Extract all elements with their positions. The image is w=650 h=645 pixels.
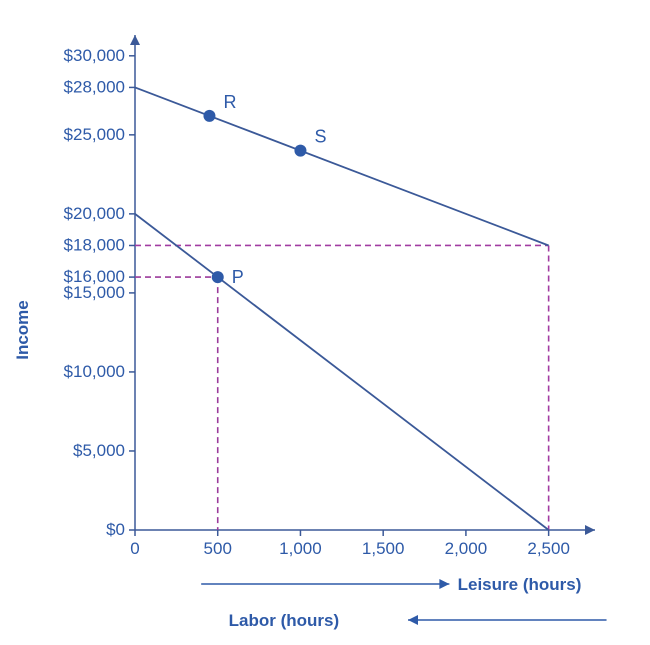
point-label-p: P (232, 267, 244, 287)
y-axis-title: Income (13, 300, 32, 360)
y-tick-label: $18,000 (64, 235, 125, 254)
y-tick-label: $30,000 (64, 46, 125, 65)
point-label-s: S (314, 127, 326, 147)
y-tick-label: $0 (106, 520, 125, 539)
x-tick-label: 2,000 (445, 539, 488, 558)
point-r (203, 110, 215, 122)
x-tick-label: 1,000 (279, 539, 322, 558)
y-tick-label: $25,000 (64, 125, 125, 144)
x-tick-label: 1,500 (362, 539, 405, 558)
y-tick-label: $16,000 (64, 267, 125, 286)
y-tick-label: $28,000 (64, 77, 125, 96)
point-label-r: R (223, 92, 236, 112)
x-tick-label: 0 (130, 539, 139, 558)
upper-budget (135, 87, 549, 245)
y-tick-label: $10,000 (64, 362, 125, 381)
point-s (294, 145, 306, 157)
point-p (212, 271, 224, 283)
leisure-axis-title: Leisure (hours) (458, 575, 582, 594)
y-tick-label: $20,000 (64, 204, 125, 223)
y-tick-label: $5,000 (73, 441, 125, 460)
x-tick-label: 2,500 (527, 539, 570, 558)
budget-constraint-chart: $0$5,000$10,000$15,000$16,000$18,000$20,… (0, 0, 650, 645)
lower-budget (135, 214, 549, 530)
labor-axis-title: Labor (hours) (229, 611, 340, 630)
x-tick-label: 500 (204, 539, 232, 558)
